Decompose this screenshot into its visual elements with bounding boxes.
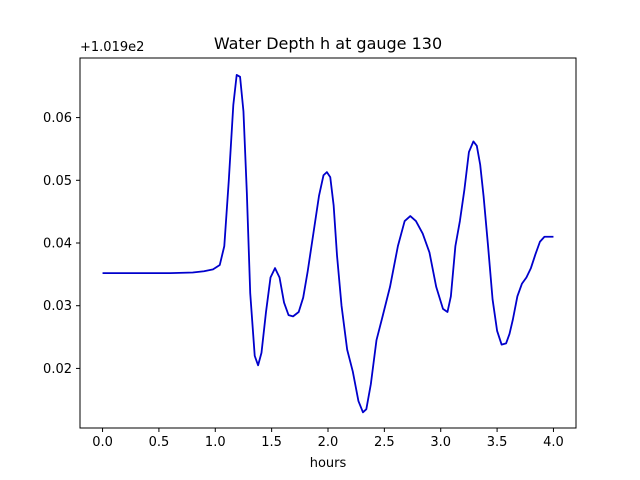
x-tick-label: 4.0 — [543, 435, 564, 450]
plot-area — [79, 57, 577, 429]
x-tick-label: 1.0 — [205, 435, 226, 450]
x-tick-label: 0.5 — [149, 435, 170, 450]
x-axis: 0.0 0.5 1.0 1.5 2.0 2.5 3.0 3.5 4.0 — [92, 428, 564, 450]
x-tick-label: 3.0 — [430, 435, 451, 450]
chart-title: Water Depth h at gauge 130 — [214, 34, 442, 53]
y-tick-label: 0.02 — [43, 362, 72, 377]
water-depth-line — [102, 74, 554, 414]
x-tick-label: 2.0 — [318, 435, 339, 450]
y-tick-label: 0.06 — [43, 111, 72, 126]
x-tick-label: 1.5 — [261, 435, 282, 450]
y-tick-label: 0.04 — [43, 237, 72, 252]
y-tick-label: 0.03 — [43, 299, 72, 314]
y-axis: 0.02 0.03 0.04 0.05 0.06 — [43, 111, 80, 377]
x-tick-label: 2.5 — [374, 435, 395, 450]
plot-frame — [79, 57, 577, 429]
x-tick-label: 3.5 — [487, 435, 508, 450]
y-offset-label: +1.019e2 — [80, 40, 144, 55]
y-tick-label: 0.05 — [43, 174, 72, 189]
x-axis-label: hours — [310, 456, 347, 471]
x-tick-label: 0.0 — [92, 435, 113, 450]
